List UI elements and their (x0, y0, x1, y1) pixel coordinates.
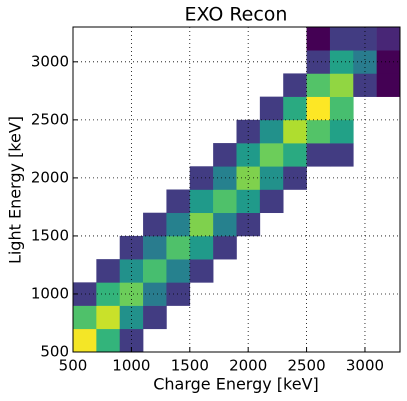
heatmap-cell (283, 119, 307, 144)
heatmap-cell (376, 27, 401, 51)
heatmap-cell (213, 235, 237, 260)
heatmap-cell (306, 50, 331, 74)
heatmap-cell (283, 143, 307, 167)
y-tick-label: 500 (40, 343, 69, 361)
heatmap-cell (213, 166, 237, 190)
heatmap-cell (259, 189, 284, 214)
heatmap-cell (236, 143, 261, 167)
y-tick-label: 2500 (31, 110, 69, 128)
y-tick-label: 2000 (31, 168, 69, 186)
heatmap-cell (143, 259, 167, 283)
heatmap-cell (306, 73, 331, 97)
heatmap-cell (143, 212, 167, 237)
heatmap-cell (236, 166, 261, 190)
heatmap-cell (119, 328, 144, 353)
heatmap-cell (283, 166, 307, 190)
x-axis-label: Charge Energy [keV] (153, 375, 319, 394)
heatmap-cell (329, 96, 354, 121)
heatmap-cell (259, 166, 284, 190)
heatmap-cell (329, 73, 354, 97)
x-tick-label: 1000 (112, 357, 150, 375)
heatmap-cell (189, 235, 214, 260)
heatmap-cell (306, 143, 331, 167)
heatmap-cell (166, 282, 191, 306)
heatmap-cell (259, 143, 284, 167)
heatmap-cell (329, 27, 354, 51)
heatmap-cell (166, 212, 191, 237)
heatmap (73, 27, 401, 353)
heatmap-cell (306, 27, 331, 51)
heatmap-cell (166, 235, 191, 260)
x-tick-label: 2500 (287, 357, 325, 375)
heatmap-cell (119, 282, 144, 306)
heatmap-cell (376, 73, 401, 97)
heatmap-cell (96, 282, 121, 306)
heatmap-cell (73, 282, 97, 306)
heatmap-cell (283, 73, 307, 97)
heatmap-cell (283, 96, 307, 121)
heatmap-cell (166, 189, 191, 214)
y-tick-label: 3000 (31, 52, 69, 70)
heatmap-cell (189, 259, 214, 283)
heatmap-cell (166, 259, 191, 283)
heatmap-cell (143, 235, 167, 260)
heatmap-cell (73, 305, 97, 330)
y-axis-label: Light Energy [keV] (6, 116, 25, 264)
x-tick-label: 1500 (171, 357, 209, 375)
heatmap-cell (329, 119, 354, 144)
chart-title: EXO Recon (185, 4, 288, 26)
heatmap-cell (73, 328, 97, 353)
heatmap-cell (189, 212, 214, 237)
heatmap-cell (306, 119, 331, 144)
x-tick-label: 2000 (229, 357, 267, 375)
heatmap-cell (306, 96, 331, 121)
y-tick-label: 1500 (31, 226, 69, 244)
heatmap-cell (213, 212, 237, 237)
heatmap-cell (329, 143, 354, 167)
heatmap-cell (119, 305, 144, 330)
heatmap-cell (119, 259, 144, 283)
heatmap-cell (353, 27, 377, 51)
heatmap-cell (236, 212, 261, 237)
heatmap-cell (236, 189, 261, 214)
heatmap-cell (96, 328, 121, 353)
plot-frame (72, 26, 401, 353)
x-tick-label: 3000 (346, 357, 384, 375)
heatmap-cell (213, 143, 237, 167)
heatmap-cell (96, 305, 121, 330)
heatmap-cell (213, 189, 237, 214)
heatmap-cell (96, 259, 121, 283)
heatmap-cell (376, 50, 401, 74)
heatmap-cell (143, 282, 167, 306)
heatmap-cell (189, 189, 214, 214)
heatmap-cell (259, 119, 284, 144)
y-tick-label: 1000 (31, 284, 69, 302)
heatmap-cell (143, 305, 167, 330)
x-tick-label: 500 (59, 357, 88, 375)
heatmap-cell (353, 73, 377, 97)
heatmap-cell (259, 96, 284, 121)
